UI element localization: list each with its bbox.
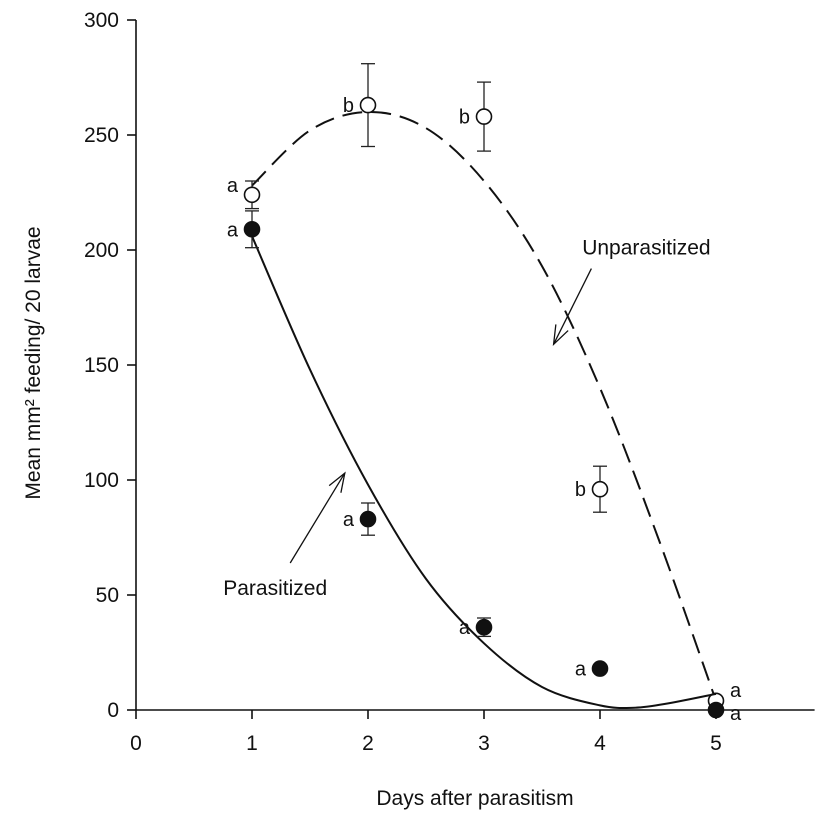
x-tick-label: 1 [246, 732, 258, 755]
unparasitized-point [475, 108, 493, 125]
unparasitized-point [243, 186, 261, 204]
unparasitized-significance-letter: a [730, 680, 742, 702]
parasitized-significance-letter: a [343, 509, 355, 531]
x-tick-label: 2 [362, 732, 374, 755]
y-tick-label: 100 [84, 469, 119, 492]
unparasitized-arrow-line [553, 268, 592, 345]
parasitized-annotation-label: Parasitized [223, 577, 327, 600]
parasitized-point [243, 221, 261, 238]
unparasitized-arrow-head [552, 324, 569, 346]
parasitized-fit-line [251, 235, 717, 710]
x-tick-label: 3 [478, 732, 490, 755]
x-axis-title: Days after parasitism [376, 787, 573, 810]
unparasitized-point [591, 480, 609, 498]
x-tick-label: 0 [130, 732, 142, 755]
unparasitized-significance-letter: b [459, 107, 470, 129]
y-tick-label: 200 [84, 239, 119, 262]
parasitized-significance-letter: a [459, 617, 471, 639]
parasitized-point [707, 701, 725, 719]
unparasitized-annotation-label: Unparasitized [582, 237, 710, 260]
y-tick-label: 300 [84, 9, 119, 32]
y-tick-label: 150 [84, 354, 119, 377]
parasitized-significance-letter: a [730, 703, 742, 725]
parasitized-significance-letter: a [227, 219, 239, 241]
unparasitized-significance-letter: b [343, 95, 354, 117]
y-tick-label: 250 [84, 124, 119, 147]
unparasitized-significance-letter: b [575, 479, 586, 501]
parasitized-point [475, 618, 493, 636]
parasitized-significance-letter: a [575, 659, 587, 681]
parasitized-point [591, 660, 609, 677]
parasitized-arrow-line [289, 472, 346, 564]
parasitized-point [359, 510, 377, 528]
parasitized-arrow-head [328, 471, 346, 493]
x-tick-label: 5 [710, 732, 722, 755]
y-tick-label: 50 [96, 584, 119, 607]
unparasitized-point [359, 96, 377, 114]
y-axis-title: Mean mm² feeding/ 20 larvae [22, 226, 45, 499]
unparasitized-significance-letter: a [227, 175, 239, 197]
y-tick-label: 0 [107, 699, 119, 722]
x-tick-label: 4 [594, 732, 606, 755]
unparasitized-fit-line [251, 110, 717, 702]
